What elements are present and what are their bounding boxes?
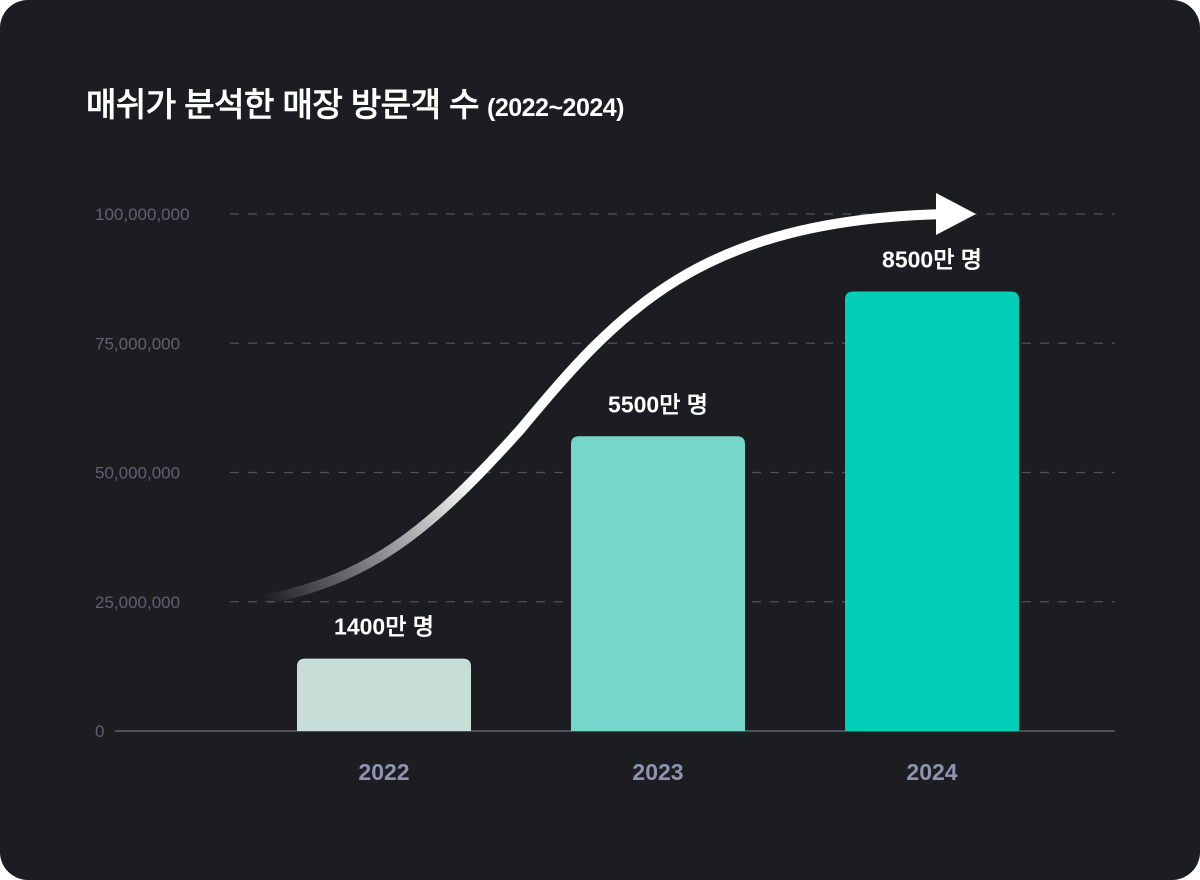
- data-label-2024: 8500만 명: [882, 247, 982, 273]
- labels: 0 25,000,000 50,000,000 75,000,000 100,000,0…: [95, 205, 982, 785]
- trend-arrow-curve: [261, 209, 946, 605]
- data-label-2023: 5500만 명: [608, 391, 708, 417]
- chart-title-main: 매쉬가 분석한 매장 방문객 수: [86, 86, 480, 123]
- bar-2022: [297, 658, 471, 731]
- bar-2023: [571, 436, 745, 731]
- chart-title-range: (2022~2024): [487, 94, 624, 122]
- bar-2024: [845, 291, 1019, 731]
- trend-arrow-head: [936, 193, 976, 235]
- chart-title: 매쉬가 분석한 매장 방문객 수 (2022~2024): [86, 78, 624, 126]
- x-tick-label-2022: 2022: [358, 759, 409, 785]
- y-tick-label: 0: [95, 722, 104, 741]
- data-label-2022: 1400만 명: [334, 614, 434, 640]
- y-tick-label: 100,000,000: [95, 205, 190, 224]
- x-tick-label-2023: 2023: [632, 759, 683, 785]
- x-tick-label-2024: 2024: [906, 759, 957, 785]
- y-tick-label: 75,000,000: [95, 334, 180, 353]
- y-tick-label: 50,000,000: [95, 464, 180, 483]
- bars: [297, 291, 1019, 731]
- y-tick-label: 25,000,000: [95, 593, 180, 612]
- trend-arrow: [261, 193, 976, 605]
